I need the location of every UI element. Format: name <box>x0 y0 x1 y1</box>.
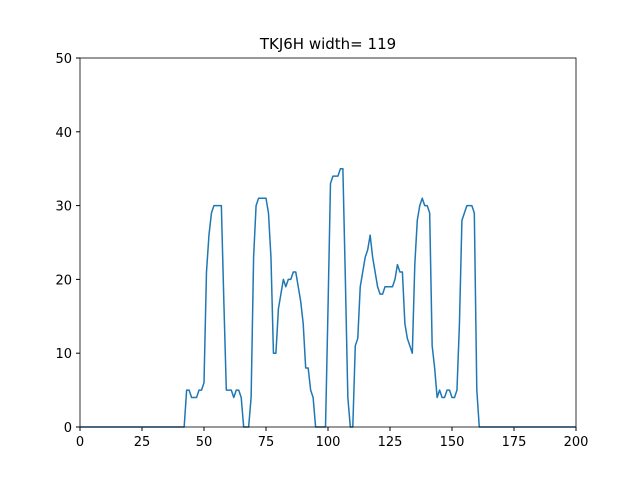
x-tick-label: 25 <box>134 435 151 450</box>
y-tick-label: 40 <box>55 126 72 141</box>
y-tick-label: 0 <box>64 421 72 436</box>
x-tick-label: 200 <box>564 435 589 450</box>
y-tick-label: 10 <box>55 347 72 362</box>
y-tick-label: 30 <box>55 200 72 215</box>
x-tick-label: 175 <box>502 435 527 450</box>
y-tick-label: 50 <box>55 52 72 67</box>
x-tick-label: 75 <box>258 435 275 450</box>
x-tick-label: 150 <box>440 435 465 450</box>
x-tick-label: 125 <box>378 435 403 450</box>
plot-frame <box>79 57 577 428</box>
chart-title: TKJ6H width= 119 <box>259 35 396 53</box>
line-series <box>80 167 576 428</box>
y-tick-label: 20 <box>55 273 72 288</box>
x-tick-label: 100 <box>316 435 341 450</box>
x-tick-label: 50 <box>196 435 213 450</box>
x-tick-label: 0 <box>76 435 84 450</box>
